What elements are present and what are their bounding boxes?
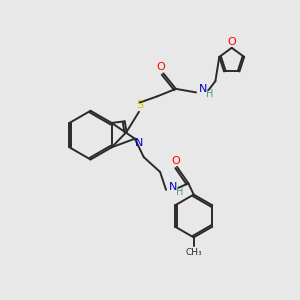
- Text: H: H: [206, 89, 213, 99]
- Text: CH₃: CH₃: [186, 248, 202, 257]
- Text: O: O: [227, 37, 236, 47]
- Text: H: H: [176, 187, 184, 197]
- Text: O: O: [157, 62, 165, 72]
- Text: O: O: [172, 156, 180, 166]
- Text: N: N: [168, 182, 177, 193]
- Text: N: N: [134, 139, 143, 148]
- Text: S: S: [136, 100, 143, 110]
- Text: N: N: [198, 84, 207, 94]
